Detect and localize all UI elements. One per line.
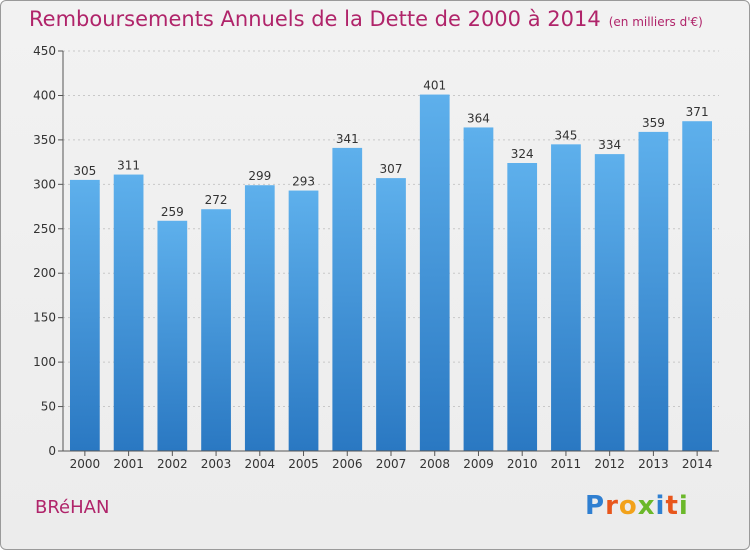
logo-letter: P	[585, 491, 606, 521]
logo-letter: o	[618, 491, 638, 521]
y-tick-label: 450	[33, 44, 56, 58]
bars-layer: 305 311 259 272 299 293 341 307 401 364 324 345 334 3…	[69, 79, 713, 452]
bar-value-label: 364	[467, 111, 490, 125]
bar	[244, 185, 275, 451]
y-tick-label: 150	[33, 311, 56, 325]
bar-value-label: 341	[336, 132, 359, 146]
bar-value-label: 371	[686, 105, 709, 119]
chart-title-text: Remboursements Annuels de la Dette de 20…	[29, 7, 601, 31]
bar	[376, 178, 406, 451]
bar	[332, 147, 363, 451]
bar	[157, 220, 188, 451]
y-tick-label: 400	[33, 88, 56, 102]
bar	[594, 154, 625, 451]
chart-title: Remboursements Annuels de la Dette de 20…	[29, 7, 703, 31]
y-tick-label: 250	[33, 222, 56, 236]
bar	[551, 144, 581, 452]
bar	[201, 209, 231, 451]
bar-value-label: 401	[423, 79, 446, 93]
x-tick-label: 2005	[288, 457, 319, 471]
chart-unit-label: (en milliers d'€)	[608, 15, 703, 29]
bar	[638, 131, 669, 451]
logo-letter: r	[605, 491, 619, 521]
bar	[69, 179, 100, 451]
bar-value-label: 293	[292, 175, 315, 189]
bar-value-label: 299	[248, 169, 271, 183]
x-tick-label: 2000	[70, 457, 101, 471]
bar-value-label: 345	[554, 128, 577, 142]
x-tick-label: 2004	[245, 457, 276, 471]
bar-value-label: 272	[205, 193, 228, 207]
logo-letter: t	[665, 491, 679, 521]
bar-value-label: 259	[161, 205, 184, 219]
x-tick-label: 2009	[463, 457, 494, 471]
y-tick-label: 200	[33, 266, 56, 280]
x-tick-label: 2003	[201, 457, 232, 471]
bar-value-label: 324	[511, 147, 534, 161]
y-tick-label: 0	[48, 444, 56, 458]
y-tick-label: 50	[41, 400, 56, 414]
x-tick-label: 2014	[682, 457, 713, 471]
logo-letter: i	[655, 491, 666, 521]
logo-letter: x	[637, 491, 656, 521]
town-name: BRéHAN	[35, 497, 110, 518]
x-tick-label: 2010	[507, 457, 538, 471]
bar	[419, 94, 450, 452]
bar-value-label: 307	[380, 162, 403, 176]
x-tick-label: 2002	[157, 457, 188, 471]
y-tick-label: 100	[33, 355, 56, 369]
bar	[507, 163, 538, 451]
x-tick-label: 2012	[594, 457, 625, 471]
bar	[113, 174, 144, 452]
logo-letter: i	[678, 491, 689, 521]
axis-layer: 0 50 100 150 200 250 300 350 400 450 2000 2001 2002 2…	[33, 44, 719, 471]
bar	[288, 190, 319, 452]
x-tick-label: 2007	[376, 457, 407, 471]
bar	[682, 121, 713, 451]
bar-value-label: 359	[642, 116, 665, 130]
bar-value-label: 305	[73, 164, 96, 178]
x-tick-label: 2006	[332, 457, 363, 471]
bar-value-label: 311	[117, 159, 140, 173]
x-tick-label: 2001	[113, 457, 144, 471]
y-tick-label: 300	[33, 177, 56, 191]
y-tick-label: 350	[33, 133, 56, 147]
x-tick-label: 2013	[638, 457, 669, 471]
x-tick-label: 2011	[551, 457, 582, 471]
bar-value-label: 334	[598, 138, 621, 152]
bar	[463, 127, 494, 451]
x-tick-label: 2008	[419, 457, 450, 471]
proxiti-logo[interactable]: Proxiti	[585, 491, 689, 521]
